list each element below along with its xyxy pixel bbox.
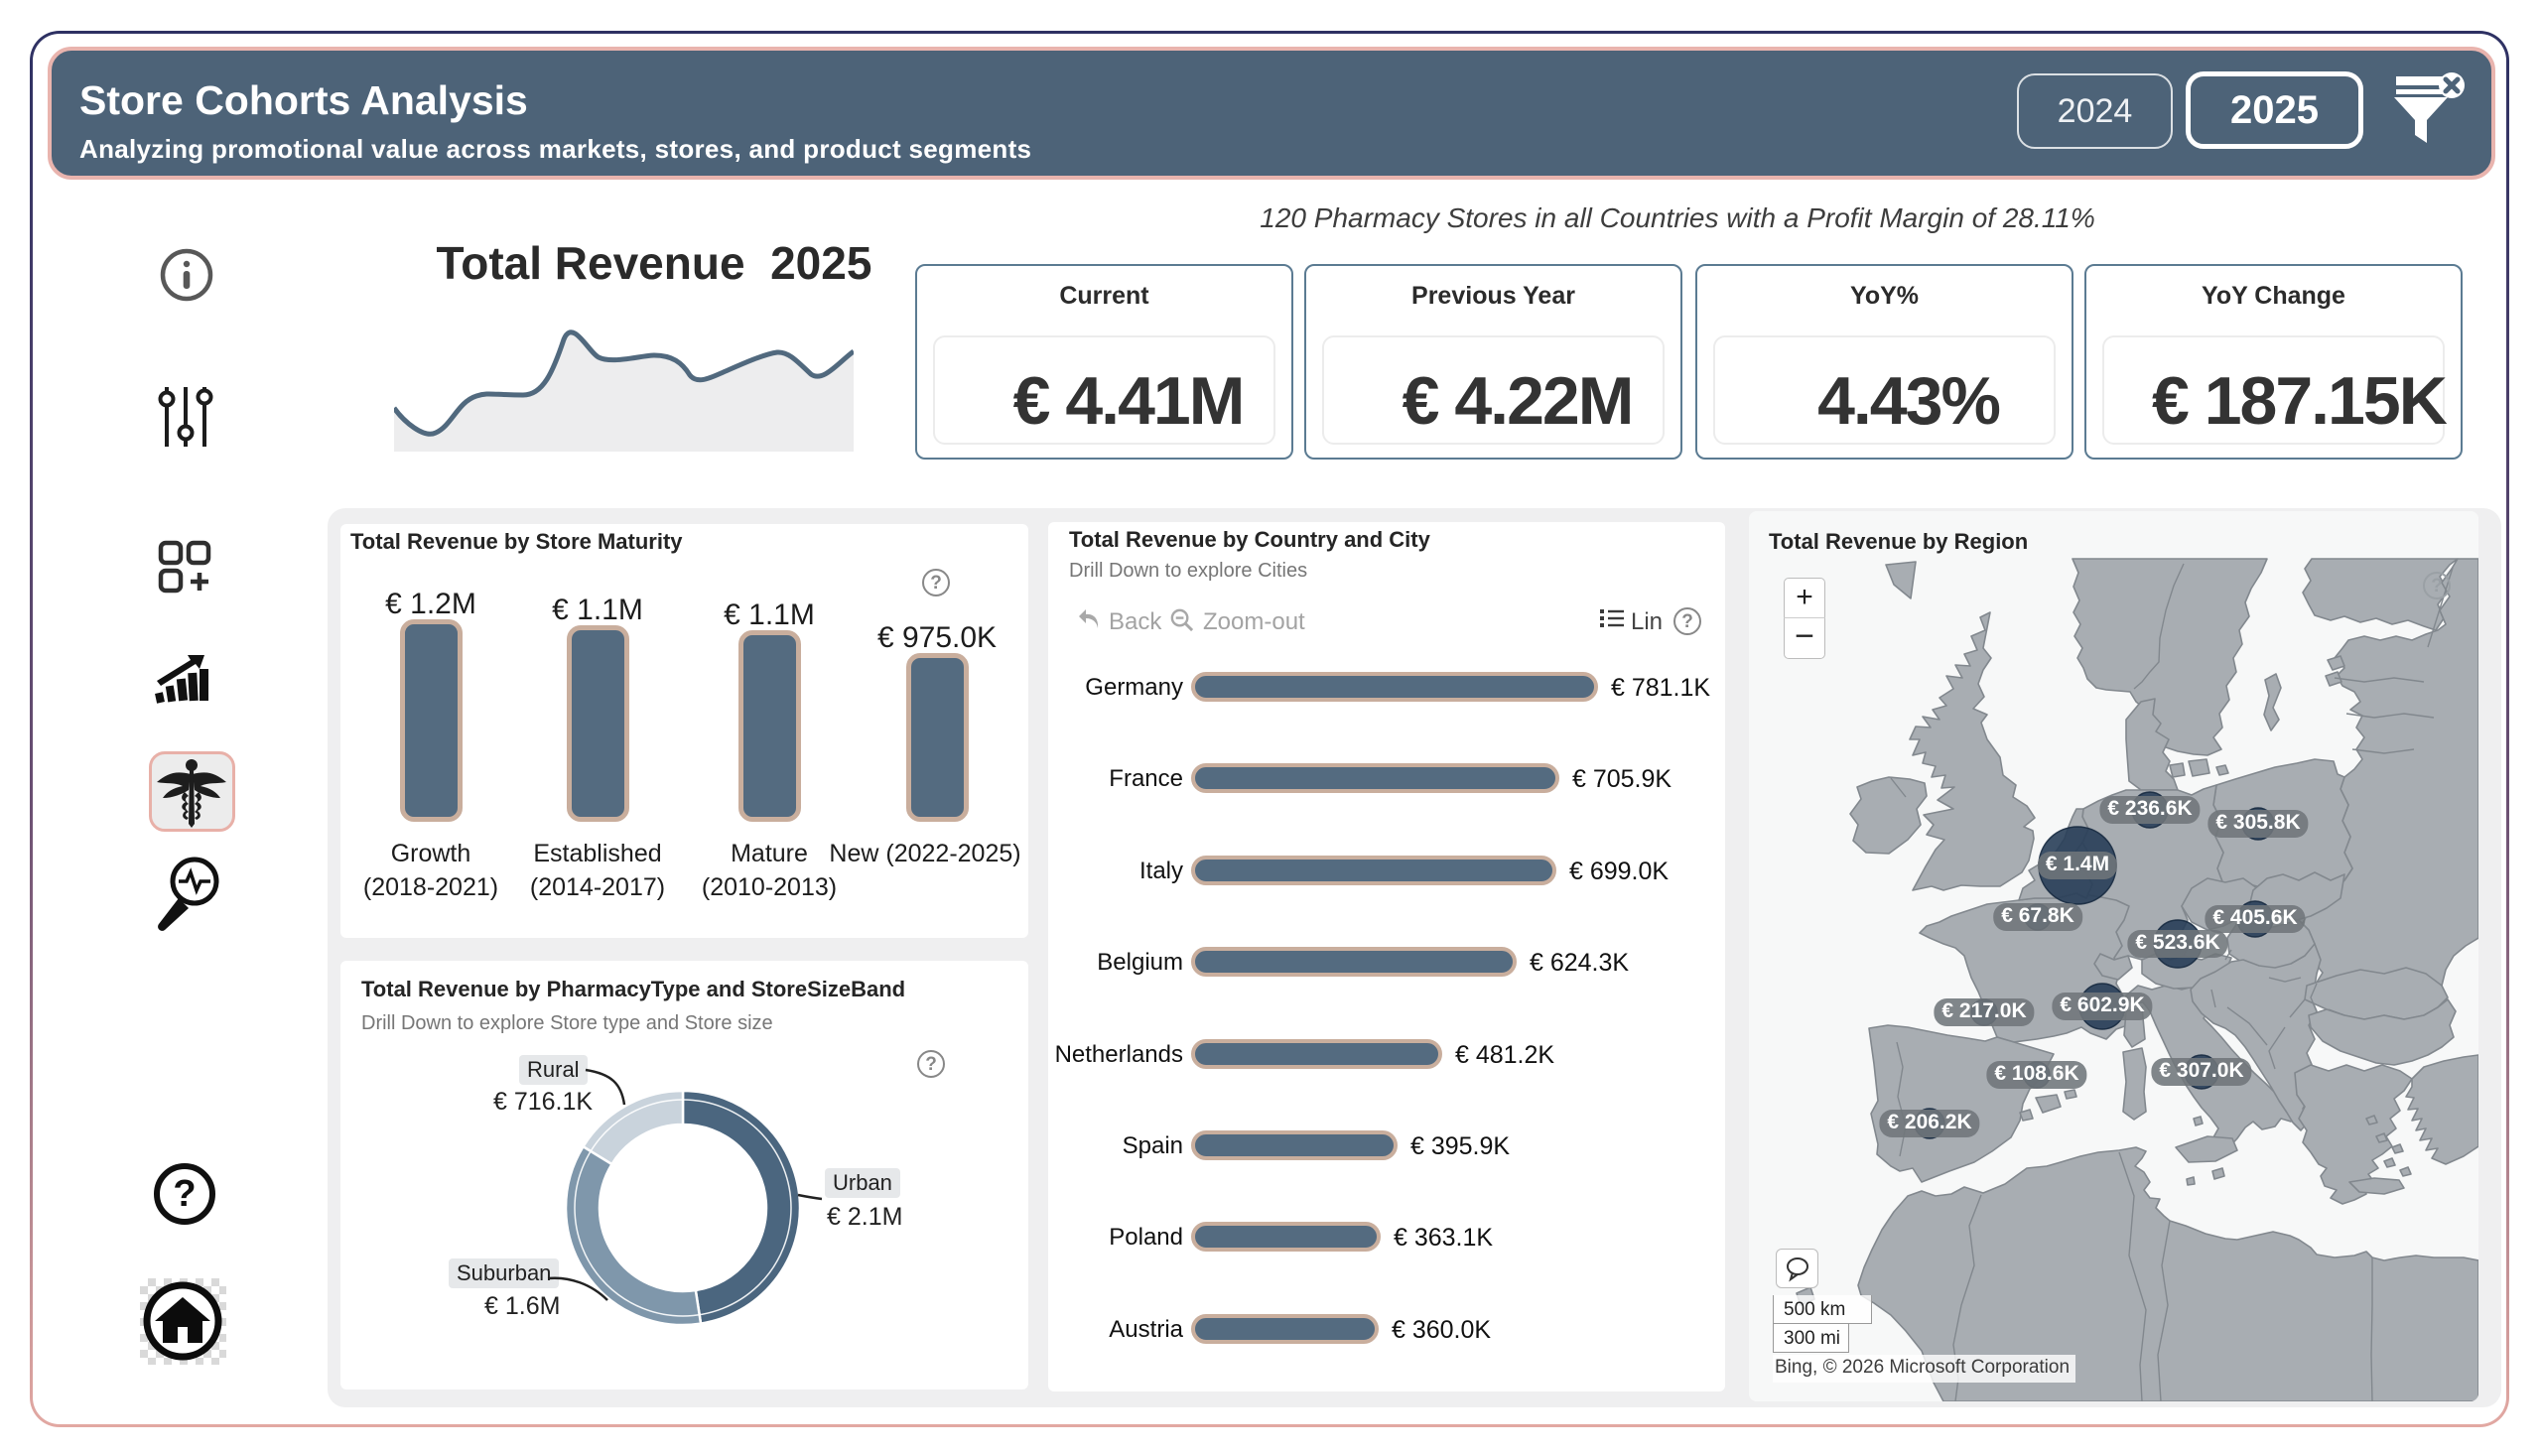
svg-text:?: ? <box>173 1173 196 1215</box>
